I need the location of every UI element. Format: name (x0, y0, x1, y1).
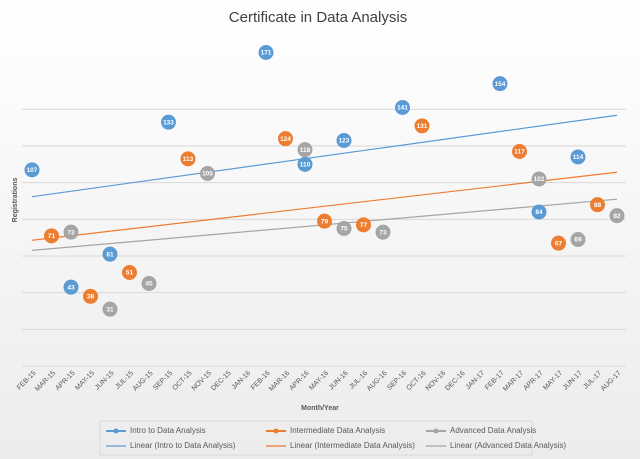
legend-marker (273, 428, 279, 434)
legend-label: Linear (Advanced Data Analysis) (450, 441, 566, 450)
marker (63, 224, 79, 240)
legend-box (99, 420, 533, 456)
legend-marker (433, 428, 439, 434)
data-label: 171 (261, 50, 272, 57)
marker (102, 246, 118, 262)
data-label: 141 (397, 105, 408, 112)
marker (492, 76, 508, 92)
marker (278, 131, 293, 147)
data-label: 38 (87, 294, 95, 301)
marker (44, 228, 59, 244)
data-label: 114 (573, 154, 584, 161)
marker (590, 197, 605, 213)
marker (531, 171, 547, 187)
data-label: 131 (417, 123, 428, 130)
data-label: 45 (145, 281, 153, 288)
data-label: 82 (613, 213, 621, 220)
marker (180, 151, 196, 167)
data-label: 110 (300, 162, 311, 169)
marker (570, 149, 586, 165)
data-label: 105 (202, 171, 213, 178)
legend-label: Intro to Data Analysis (130, 426, 206, 435)
marker (395, 100, 410, 115)
x-axis-label: Month/Year (301, 405, 339, 412)
trendline (31, 114, 618, 198)
data-label: 113 (183, 156, 194, 163)
marker (141, 276, 157, 291)
marker (570, 232, 586, 247)
marker (161, 114, 176, 130)
data-label: 124 (280, 136, 291, 143)
marker (24, 162, 40, 178)
marker (336, 221, 352, 236)
legend-label: Advanced Data Analysis (450, 426, 536, 435)
y-axis-label: Registrations (12, 178, 19, 223)
legend-label: Linear (Intro to Data Analysis) (130, 441, 236, 450)
legend-marker (113, 428, 119, 434)
marker (531, 204, 547, 220)
data-label: 107 (27, 167, 38, 174)
marker (63, 279, 79, 295)
chart-title: Certificate in Data Analysis (229, 9, 407, 26)
marker (102, 301, 118, 317)
legend-label: Intermediate Data Analysis (290, 426, 385, 435)
marker (551, 235, 566, 251)
marker (297, 156, 313, 172)
marker (414, 118, 430, 134)
marker (297, 142, 313, 158)
data-label: 154 (495, 81, 506, 88)
data-label: 61 (106, 251, 114, 258)
data-label: 73 (379, 229, 387, 236)
data-label: 102 (534, 176, 545, 183)
trendline (31, 171, 618, 241)
marker (122, 265, 137, 280)
data-label: 51 (126, 270, 134, 277)
marker (200, 166, 215, 181)
marker (375, 224, 391, 240)
data-label: 71 (48, 233, 56, 240)
data-label: 118 (300, 147, 311, 154)
data-label: 43 (67, 284, 75, 291)
data-label: 84 (535, 209, 543, 216)
marker (83, 288, 98, 304)
data-label: 88 (594, 202, 602, 209)
data-label: 31 (106, 306, 114, 313)
data-label: 75 (340, 226, 348, 233)
marker (512, 144, 527, 159)
marker (356, 217, 371, 233)
data-label: 69 (574, 237, 582, 244)
marker (317, 213, 332, 229)
data-label: 67 (555, 240, 563, 247)
data-label: 123 (339, 138, 350, 145)
data-label: 77 (360, 222, 368, 229)
legend-label: Linear (Intermediate Data Analysis) (290, 441, 415, 450)
marker (258, 45, 274, 60)
data-label: 73 (67, 229, 75, 236)
data-label: 79 (321, 218, 329, 225)
marker (336, 133, 352, 148)
data-label: 117 (514, 149, 525, 156)
data-label: 133 (163, 119, 174, 126)
marker (609, 208, 625, 224)
